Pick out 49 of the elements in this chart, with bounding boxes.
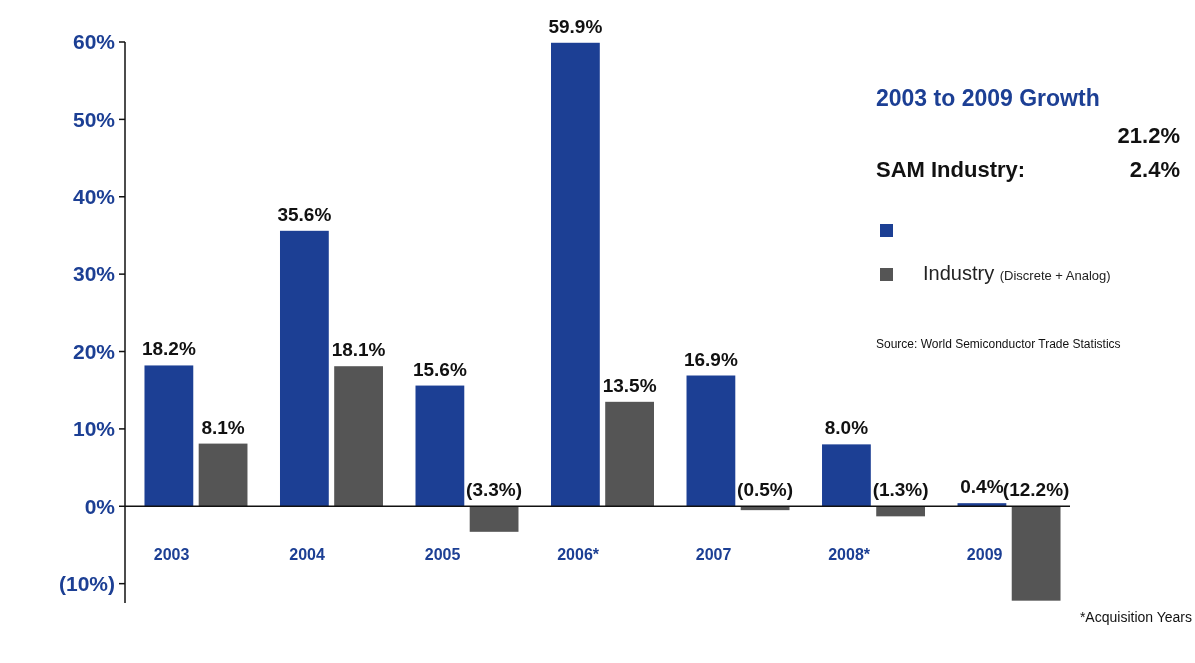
bar	[957, 503, 1007, 507]
data-label: (0.5%)	[737, 479, 794, 501]
annotation: 2003 to 2009 Growth	[876, 85, 1100, 111]
x-tick-label: 2008*	[828, 546, 871, 564]
legend-label: Industry (Discrete + Analog)	[923, 262, 1111, 284]
y-tick-label: 10%	[72, 417, 116, 441]
x-tick-label: 2003	[153, 546, 190, 564]
data-label: 18.2%	[141, 338, 196, 360]
data-label: 13.5%	[602, 374, 657, 396]
data-label: 18.1%	[331, 339, 386, 361]
text: *Acquisition Years	[1079, 609, 1192, 625]
y-tick-label: (10%)	[58, 572, 115, 596]
x-tick-label: 2006*	[557, 546, 600, 564]
data-label: 59.9%	[548, 15, 603, 37]
bar	[334, 366, 383, 507]
x-tick-label: 2005	[424, 546, 461, 564]
y-tick-label: 0%	[84, 494, 116, 518]
x-tick-label: 2007	[695, 546, 732, 564]
data-label: 8.1%	[201, 416, 245, 438]
annotation: SAM Industry:	[876, 157, 1026, 182]
data-label: 8.0%	[824, 417, 869, 439]
data-label: (3.3%)	[466, 479, 523, 501]
bar	[686, 375, 736, 507]
bar	[876, 506, 926, 517]
bar	[198, 443, 248, 507]
bar	[469, 506, 519, 532]
bar	[144, 365, 194, 507]
bar	[605, 401, 654, 507]
y-tick-label: 40%	[72, 185, 116, 209]
y-tick-label: 50%	[72, 107, 116, 131]
x-tick-label: 2004	[289, 546, 325, 564]
data-label: 15.6%	[412, 358, 467, 380]
y-tick-label: 20%	[72, 339, 116, 363]
annotation: Source: World Semiconductor Trade Statistics	[876, 337, 1121, 351]
text: 2.4%	[1129, 157, 1180, 182]
data-label: 35.6%	[277, 203, 332, 225]
data-label: 16.9%	[683, 348, 738, 370]
bar	[279, 230, 329, 507]
x-tick-label: 2009	[966, 546, 1003, 564]
bar	[1011, 506, 1061, 601]
data-label: (1.3%)	[872, 479, 929, 501]
bar	[551, 42, 600, 507]
y-tick-label: 30%	[72, 262, 116, 286]
data-label: (12.2%)	[1002, 479, 1070, 501]
y-tick-label: 60%	[72, 30, 116, 54]
text: 21.2%	[1117, 123, 1180, 148]
data-label: 0.4%	[960, 476, 1004, 498]
bar	[415, 385, 465, 507]
bar	[822, 444, 871, 507]
